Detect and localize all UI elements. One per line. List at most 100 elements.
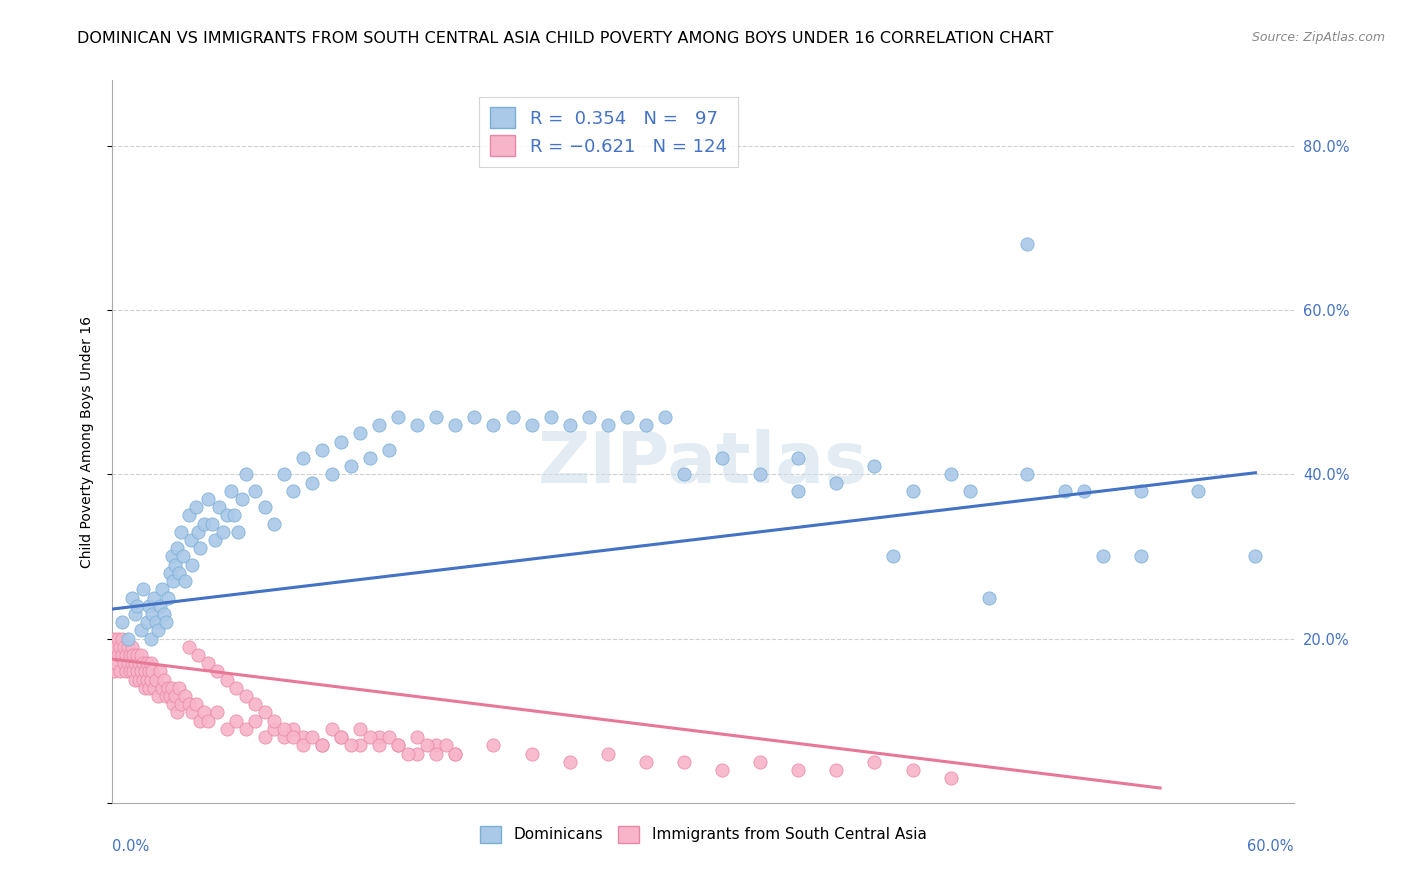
- Point: [121, 640, 143, 654]
- Point: [132, 582, 155, 597]
- Text: DOMINICAN VS IMMIGRANTS FROM SOUTH CENTRAL ASIA CHILD POVERTY AMONG BOYS UNDER 1: DOMINICAN VS IMMIGRANTS FROM SOUTH CENTR…: [77, 31, 1053, 46]
- Point: [235, 722, 257, 736]
- Point: [166, 706, 188, 720]
- Point: [416, 739, 439, 753]
- Point: [540, 409, 562, 424]
- Text: Source: ZipAtlas.com: Source: ZipAtlas.com: [1251, 31, 1385, 45]
- Point: [129, 665, 152, 679]
- Point: [482, 739, 505, 753]
- Text: 60.0%: 60.0%: [1247, 838, 1294, 854]
- Point: [463, 409, 485, 424]
- Point: [141, 665, 163, 679]
- Point: [396, 747, 419, 761]
- Point: [170, 524, 193, 539]
- Point: [273, 730, 295, 744]
- Point: [330, 434, 353, 449]
- Point: [153, 673, 176, 687]
- Point: [406, 730, 429, 744]
- Point: [291, 730, 314, 744]
- Point: [977, 591, 1000, 605]
- Point: [108, 665, 131, 679]
- Point: [148, 624, 170, 638]
- Point: [749, 755, 772, 769]
- Point: [882, 549, 904, 564]
- Point: [150, 582, 173, 597]
- Point: [349, 426, 371, 441]
- Point: [165, 689, 187, 703]
- Point: [180, 533, 202, 547]
- Point: [301, 475, 323, 490]
- Point: [263, 714, 285, 728]
- Point: [162, 698, 184, 712]
- Point: [273, 467, 295, 482]
- Point: [117, 640, 139, 654]
- Point: [187, 524, 209, 539]
- Point: [444, 747, 467, 761]
- Point: [291, 739, 314, 753]
- Point: [177, 508, 200, 523]
- Point: [444, 418, 467, 433]
- Point: [177, 698, 200, 712]
- Point: [159, 689, 181, 703]
- Point: [596, 747, 619, 761]
- Point: [129, 648, 152, 662]
- Point: [301, 730, 323, 744]
- Point: [197, 491, 219, 506]
- Point: [149, 665, 172, 679]
- Point: [787, 483, 810, 498]
- Y-axis label: Child Poverty Among Boys Under 16: Child Poverty Among Boys Under 16: [80, 316, 94, 567]
- Point: [148, 689, 170, 703]
- Point: [263, 516, 285, 531]
- Point: [787, 763, 810, 777]
- Point: [200, 516, 222, 531]
- Point: [135, 673, 157, 687]
- Point: [124, 673, 146, 687]
- Point: [558, 755, 581, 769]
- Point: [321, 467, 343, 482]
- Point: [127, 665, 149, 679]
- Point: [143, 591, 166, 605]
- Point: [339, 459, 361, 474]
- Point: [901, 483, 924, 498]
- Point: [117, 632, 139, 646]
- Point: [135, 657, 157, 671]
- Point: [1092, 549, 1115, 564]
- Point: [444, 747, 467, 761]
- Point: [578, 409, 600, 424]
- Point: [330, 730, 353, 744]
- Point: [283, 483, 305, 498]
- Point: [124, 607, 146, 621]
- Point: [263, 722, 285, 736]
- Point: [283, 722, 305, 736]
- Point: [207, 665, 229, 679]
- Point: [330, 730, 353, 744]
- Point: [141, 607, 163, 621]
- Point: [150, 681, 173, 695]
- Point: [135, 615, 157, 630]
- Point: [188, 714, 211, 728]
- Point: [159, 566, 181, 580]
- Point: [1015, 237, 1038, 252]
- Point: [225, 714, 247, 728]
- Legend: Dominicans, Immigrants from South Central Asia: Dominicans, Immigrants from South Centra…: [474, 820, 932, 849]
- Point: [654, 409, 676, 424]
- Point: [121, 591, 143, 605]
- Point: [107, 632, 129, 646]
- Point: [387, 409, 409, 424]
- Point: [122, 648, 145, 662]
- Point: [215, 508, 238, 523]
- Point: [749, 467, 772, 482]
- Point: [672, 467, 695, 482]
- Point: [387, 739, 409, 753]
- Point: [359, 450, 381, 465]
- Point: [129, 624, 152, 638]
- Point: [368, 730, 391, 744]
- Point: [139, 657, 162, 671]
- Point: [188, 541, 211, 556]
- Point: [634, 755, 657, 769]
- Point: [145, 615, 167, 630]
- Point: [558, 418, 581, 433]
- Point: [291, 450, 314, 465]
- Point: [207, 706, 229, 720]
- Point: [1187, 483, 1209, 498]
